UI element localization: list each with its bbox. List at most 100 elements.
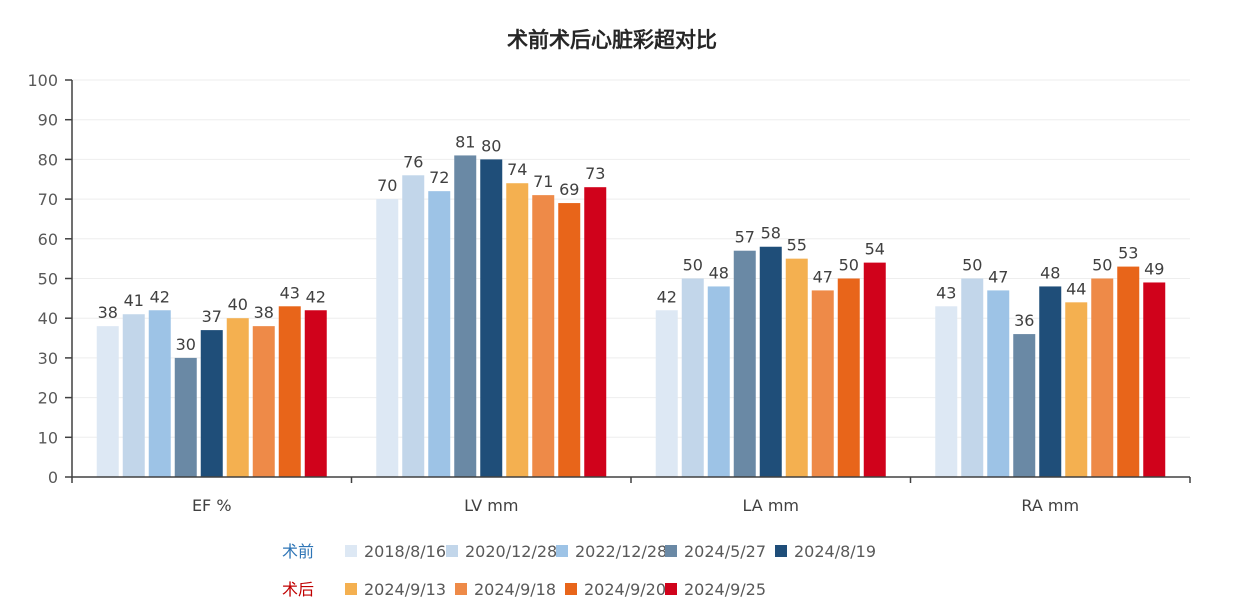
legend-label: 2024/8/19 bbox=[794, 542, 876, 561]
bar bbox=[454, 155, 477, 477]
bar bbox=[558, 203, 581, 477]
data-label: 40 bbox=[228, 295, 248, 314]
data-label: 72 bbox=[429, 168, 449, 187]
bar bbox=[1013, 334, 1036, 477]
y-tick-label: 100 bbox=[27, 71, 58, 90]
bar bbox=[733, 250, 756, 477]
data-label: 50 bbox=[839, 256, 859, 275]
data-label: 42 bbox=[306, 287, 326, 306]
legend-label: 2024/9/13 bbox=[364, 580, 446, 599]
legend-swatch bbox=[665, 545, 677, 557]
y-tick-label: 50 bbox=[38, 270, 58, 289]
bar bbox=[428, 191, 451, 477]
legend-label: 2018/8/16 bbox=[364, 542, 446, 561]
bar bbox=[811, 290, 834, 477]
y-tick-label: 30 bbox=[38, 349, 58, 368]
bar bbox=[1117, 266, 1140, 477]
data-label: 38 bbox=[254, 303, 274, 322]
y-tick-label: 90 bbox=[38, 111, 58, 130]
data-label: 58 bbox=[761, 224, 781, 243]
data-label: 54 bbox=[865, 240, 885, 259]
data-label: 50 bbox=[683, 256, 703, 275]
bar bbox=[759, 246, 782, 477]
legend-label: 2024/9/18 bbox=[474, 580, 556, 599]
legend-group-label: 术前 bbox=[282, 542, 314, 561]
y-tick-label: 60 bbox=[38, 230, 58, 249]
data-label: 57 bbox=[735, 228, 755, 247]
y-tick-label: 0 bbox=[48, 468, 58, 487]
bar bbox=[532, 195, 555, 477]
bar bbox=[1091, 278, 1114, 477]
data-label: 74 bbox=[507, 160, 527, 179]
data-label: 69 bbox=[559, 180, 579, 199]
data-label: 37 bbox=[202, 307, 222, 326]
data-label: 48 bbox=[709, 263, 729, 282]
bar bbox=[837, 278, 860, 477]
legend-swatch bbox=[345, 545, 357, 557]
data-label: 47 bbox=[988, 267, 1008, 286]
data-label: 43 bbox=[936, 283, 956, 302]
bar bbox=[304, 310, 327, 477]
bar bbox=[148, 310, 171, 477]
data-label: 48 bbox=[1040, 263, 1060, 282]
legend-label: 2022/12/28 bbox=[575, 542, 667, 561]
legend-swatch bbox=[455, 583, 467, 595]
legend-swatch bbox=[345, 583, 357, 595]
legend-swatch bbox=[665, 583, 677, 595]
y-tick-label: 20 bbox=[38, 389, 58, 408]
bar bbox=[252, 326, 275, 477]
y-tick-label: 10 bbox=[38, 428, 58, 447]
chart-title: 术前术后心脏彩超对比 bbox=[507, 28, 717, 52]
bar bbox=[200, 330, 223, 477]
data-label: 38 bbox=[98, 303, 118, 322]
data-label: 44 bbox=[1066, 279, 1086, 298]
data-label: 49 bbox=[1144, 259, 1164, 278]
data-label: 81 bbox=[455, 132, 475, 151]
bar bbox=[402, 175, 425, 477]
bar bbox=[278, 306, 301, 477]
data-label: 41 bbox=[124, 291, 144, 310]
data-label: 55 bbox=[787, 236, 807, 255]
bar bbox=[681, 278, 704, 477]
legend-swatch bbox=[556, 545, 568, 557]
data-label: 36 bbox=[1014, 311, 1034, 330]
x-category-label: EF % bbox=[192, 496, 232, 515]
bar bbox=[376, 199, 399, 477]
bar bbox=[1065, 302, 1088, 477]
y-tick-label: 70 bbox=[38, 190, 58, 209]
data-label: 47 bbox=[813, 267, 833, 286]
legend-label: 2024/5/27 bbox=[684, 542, 766, 561]
bar bbox=[987, 290, 1010, 477]
bar bbox=[935, 306, 958, 477]
bar bbox=[863, 262, 886, 477]
x-category-label: RA mm bbox=[1021, 496, 1079, 515]
bar bbox=[122, 314, 145, 477]
bar bbox=[961, 278, 984, 477]
data-label: 53 bbox=[1118, 244, 1138, 263]
legend-swatch bbox=[446, 545, 458, 557]
y-tick-label: 80 bbox=[38, 150, 58, 169]
data-label: 42 bbox=[657, 287, 677, 306]
data-label: 50 bbox=[1092, 256, 1112, 275]
bar bbox=[1039, 286, 1062, 477]
bar bbox=[96, 326, 119, 477]
bar bbox=[226, 318, 249, 477]
bar bbox=[480, 159, 503, 477]
data-label: 70 bbox=[377, 176, 397, 195]
legend-swatch bbox=[565, 583, 577, 595]
legend-label: 2020/12/28 bbox=[465, 542, 557, 561]
data-label: 73 bbox=[585, 164, 605, 183]
legend-group-label: 术后 bbox=[282, 580, 314, 599]
data-label: 71 bbox=[533, 172, 553, 191]
data-label: 76 bbox=[403, 152, 423, 171]
bar bbox=[655, 310, 678, 477]
data-label: 43 bbox=[280, 283, 300, 302]
legend-swatch bbox=[775, 545, 787, 557]
legend-label: 2024/9/20 bbox=[584, 580, 666, 599]
bar bbox=[1143, 282, 1166, 477]
bar bbox=[506, 183, 529, 477]
bar bbox=[707, 286, 730, 477]
legend-label: 2024/9/25 bbox=[684, 580, 766, 599]
y-tick-label: 40 bbox=[38, 309, 58, 328]
